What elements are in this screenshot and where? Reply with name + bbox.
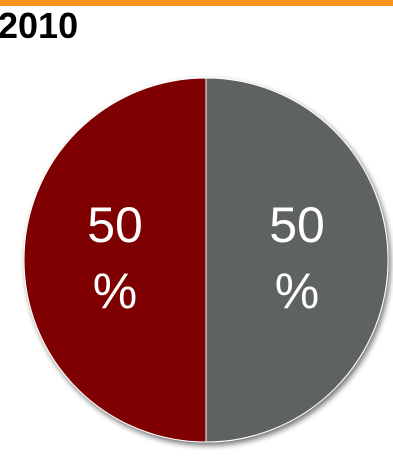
slice-label-value-2: 50	[269, 197, 325, 253]
slice-label-unit-2: %	[275, 263, 319, 319]
pie-slice-1	[23, 77, 207, 443]
top-accent-bar	[0, 0, 393, 6]
slice-label-value-1: 50	[87, 197, 143, 253]
pie-slice-2	[205, 77, 389, 443]
slice-label-unit-1: %	[93, 263, 137, 319]
chart-title: 2010	[0, 5, 79, 46]
